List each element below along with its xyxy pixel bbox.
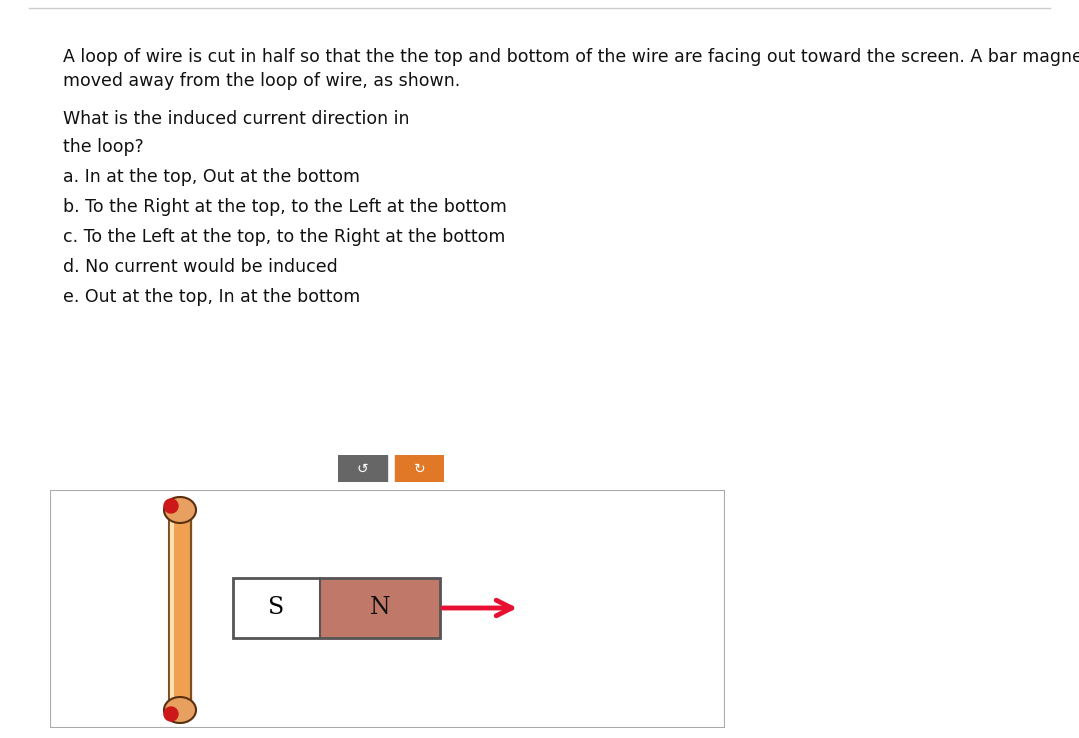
Text: c. To the Left at the top, to the Right at the bottom: c. To the Left at the top, to the Right … — [63, 228, 505, 246]
Bar — [338, 455, 386, 482]
Text: b. To the Right at the top, to the Left at the bottom: b. To the Right at the top, to the Left … — [63, 198, 507, 216]
Text: a. In at the top, Out at the bottom: a. In at the top, Out at the bottom — [63, 168, 360, 186]
Text: e. Out at the top, In at the bottom: e. Out at the top, In at the bottom — [63, 288, 360, 306]
Bar — [169, 510, 191, 710]
Ellipse shape — [164, 497, 196, 523]
Circle shape — [164, 499, 178, 513]
Bar — [233, 578, 320, 638]
Bar — [395, 455, 443, 482]
Circle shape — [164, 707, 178, 721]
Bar — [320, 578, 440, 638]
Text: A loop of wire is cut in half so that the the top and bottom of the wire are fac: A loop of wire is cut in half so that th… — [63, 48, 1079, 66]
Bar — [169, 510, 191, 710]
Ellipse shape — [164, 697, 196, 723]
Text: the loop?: the loop? — [63, 138, 144, 156]
Text: What is the induced current direction in: What is the induced current direction in — [63, 110, 410, 128]
Text: ↻: ↻ — [413, 461, 425, 475]
Text: d. No current would be induced: d. No current would be induced — [63, 258, 338, 276]
Bar — [233, 578, 440, 638]
Text: S: S — [269, 596, 285, 619]
Text: ↺: ↺ — [356, 461, 368, 475]
Text: moved away from the loop of wire, as shown.: moved away from the loop of wire, as sho… — [63, 72, 461, 90]
Text: N: N — [370, 596, 391, 619]
